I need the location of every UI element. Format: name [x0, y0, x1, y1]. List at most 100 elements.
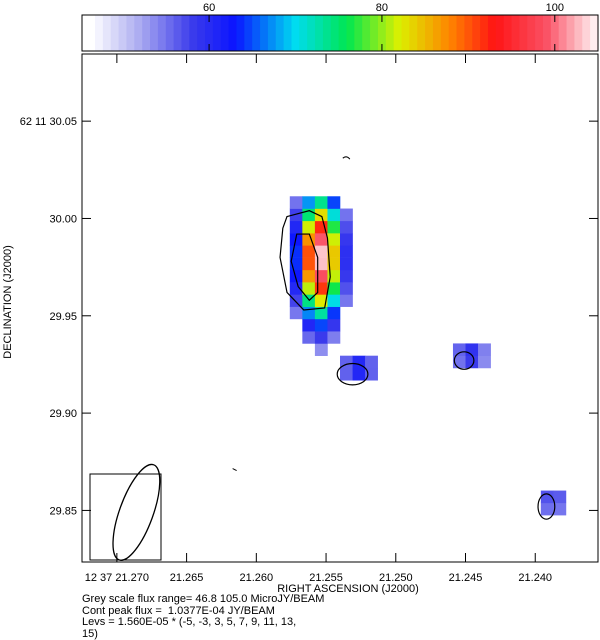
- colorbar-step: [181, 15, 190, 51]
- colorbar-step: [126, 15, 135, 51]
- flux-pixel: [327, 208, 341, 222]
- flux-pixel: [314, 318, 328, 332]
- flux-pixel: [314, 269, 328, 283]
- colorbar-step: [440, 15, 450, 51]
- colorbar-step: [307, 15, 316, 51]
- flux-pixel: [314, 245, 328, 258]
- colorbar-step: [173, 15, 183, 51]
- x-tick-label: 21.265: [170, 572, 204, 584]
- colorbar-step: [566, 15, 576, 51]
- y-tick-label: 29.90: [49, 408, 77, 420]
- flux-pixel: [540, 502, 554, 516]
- flux-pixel: [327, 196, 341, 209]
- flux-pixel: [314, 294, 328, 307]
- flux-pixel: [289, 269, 303, 283]
- flux-pixel: [327, 331, 341, 344]
- flux-pixel: [340, 367, 353, 381]
- flux-pixel: [327, 257, 341, 271]
- flux-pixel: [289, 294, 303, 307]
- colorbar-step: [550, 15, 560, 51]
- colorbar-step: [574, 15, 583, 51]
- flux-range-text: Grey scale flux range= 46.8 105.0 MicroJ…: [82, 593, 325, 605]
- heatmap-pixels: [289, 196, 567, 516]
- colorbar-step: [417, 15, 426, 51]
- colorbar-step: [275, 15, 285, 51]
- colorbar-step: [346, 15, 355, 51]
- colorbar-step: [362, 15, 371, 51]
- colorbar-step: [118, 15, 128, 51]
- colorbar-tick-label: 100: [546, 2, 564, 14]
- colorbar-step: [487, 15, 497, 51]
- flux-pixel: [314, 220, 328, 234]
- colorbar-step: [354, 15, 363, 51]
- colorbar-step: [495, 15, 505, 51]
- flux-pixel: [314, 306, 328, 320]
- flux-pixel: [314, 257, 328, 271]
- flux-pixel: [289, 208, 303, 222]
- flux-pixel: [340, 257, 353, 271]
- flux-pixel: [465, 355, 479, 369]
- footer-info: Grey scale flux range= 46.8 105.0 MicroJ…: [82, 593, 382, 640]
- contour-speck: [342, 156, 351, 160]
- flux-pixel: [302, 245, 316, 258]
- x-tick-label: 21.240: [518, 572, 552, 584]
- plot-frame: [81, 53, 599, 563]
- flux-pixel: [340, 220, 353, 234]
- flux-pixel: [352, 367, 366, 381]
- colorbar-step: [511, 15, 521, 51]
- colorbar-step: [236, 15, 245, 51]
- y-axis-title: DECLINATION (J2000): [2, 245, 14, 359]
- flux-pixel: [314, 343, 328, 356]
- flux-pixel: [327, 294, 341, 307]
- beam-ellipse: [112, 463, 161, 561]
- contour-source-3: [453, 351, 475, 370]
- colorbar-step: [299, 15, 308, 51]
- flux-pixel: [289, 282, 303, 295]
- colorbar-step: [330, 15, 340, 51]
- flux-pixel: [302, 282, 316, 295]
- flux-pixel: [302, 220, 316, 234]
- levels-text-cont: 15): [82, 627, 98, 640]
- colorbar-step: [134, 15, 143, 51]
- flux-pixel: [302, 196, 316, 209]
- colorbar-step: [322, 15, 332, 51]
- flux-pixel: [302, 331, 316, 344]
- colorbar-step: [480, 15, 489, 51]
- contours: [232, 156, 556, 520]
- flux-pixel: [314, 331, 328, 344]
- flux-pixel: [327, 269, 341, 283]
- colorbar-step: [432, 15, 442, 51]
- x-tick-label: 12 37 21.270: [85, 572, 149, 584]
- colorbar-step: [95, 15, 104, 51]
- contour-source-4: [537, 493, 556, 520]
- contour-speck: [232, 468, 237, 472]
- y-tick-label: 62 11 30.05: [20, 116, 77, 128]
- colorbar-step: [244, 15, 253, 51]
- colorbar-step: [205, 15, 214, 51]
- flux-pixel: [289, 220, 303, 234]
- colorbar-step: [401, 15, 410, 51]
- flux-pixel: [365, 355, 378, 369]
- colorbar-step: [464, 15, 473, 51]
- flux-pixel: [465, 343, 479, 356]
- colorbar-step: [377, 15, 387, 51]
- flux-pixel: [327, 306, 341, 320]
- colorbar-step: [393, 15, 403, 51]
- levels-text: Levs = 1.560E-05 * (-5, -3, 3, 5, 7, 9, …: [82, 616, 297, 628]
- colorbar-step: [260, 15, 269, 51]
- colorbar-step: [385, 15, 395, 51]
- colorbar-step: [535, 15, 544, 51]
- flux-pixel: [553, 490, 567, 504]
- colorbar-step: [315, 15, 324, 51]
- y-tick-label: 30.00: [49, 213, 77, 225]
- colorbar-step: [157, 15, 167, 51]
- flux-pixel: [340, 233, 353, 246]
- colorbar-step: [503, 15, 513, 51]
- flux-pixel: [327, 282, 341, 295]
- colorbar-step: [409, 15, 418, 51]
- colorbar-step: [165, 15, 175, 51]
- colorbar: 60 80 100: [81, 2, 599, 52]
- colorbar-step: [291, 15, 300, 51]
- colorbar-step: [527, 15, 536, 51]
